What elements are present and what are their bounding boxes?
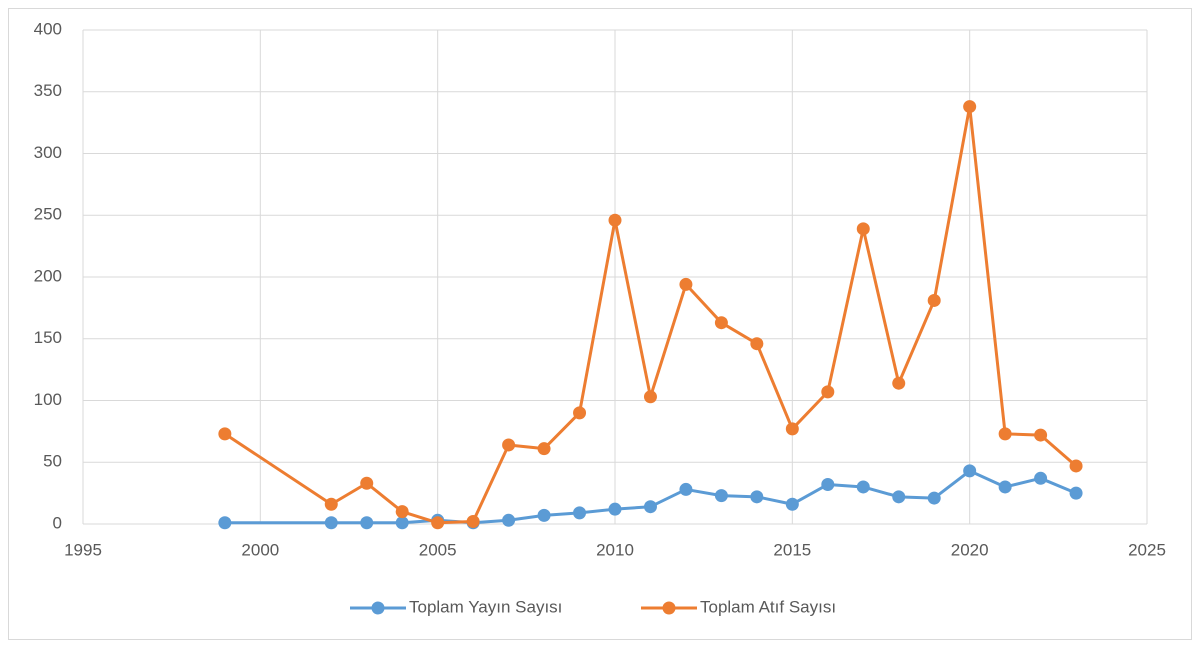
- data-point: [1069, 459, 1083, 473]
- x-tick-label: 2005: [419, 540, 457, 559]
- data-point: [963, 464, 977, 478]
- data-point: [1069, 486, 1083, 500]
- data-point: [573, 506, 587, 520]
- legend-label: Toplam Atıf Sayısı: [700, 597, 836, 616]
- data-point: [573, 406, 587, 420]
- data-point: [502, 438, 516, 452]
- data-point: [324, 516, 338, 530]
- y-tick-label: 250: [34, 205, 62, 224]
- x-tick-label: 2000: [241, 540, 279, 559]
- x-tick-label: 2010: [596, 540, 634, 559]
- data-point: [324, 497, 338, 511]
- legend-label: Toplam Yayın Sayısı: [409, 597, 562, 616]
- data-point: [466, 515, 480, 529]
- x-tick-label: 1995: [64, 540, 102, 559]
- data-point: [927, 293, 941, 307]
- data-point: [750, 337, 764, 351]
- data-point: [643, 390, 657, 404]
- y-tick-label: 400: [34, 19, 62, 38]
- data-point: [821, 477, 835, 491]
- data-point: [750, 490, 764, 504]
- data-point: [821, 385, 835, 399]
- data-point: [502, 513, 516, 527]
- data-point: [963, 100, 977, 114]
- data-point: [856, 222, 870, 236]
- data-point: [785, 497, 799, 511]
- data-point: [218, 427, 232, 441]
- data-point: [892, 376, 906, 390]
- y-tick-label: 100: [34, 390, 62, 409]
- data-point: [537, 442, 551, 456]
- data-point: [856, 480, 870, 494]
- data-point: [218, 516, 232, 530]
- legend-marker: [662, 601, 676, 615]
- data-point: [892, 490, 906, 504]
- x-tick-label: 2020: [951, 540, 989, 559]
- data-point: [360, 516, 374, 530]
- y-tick-label: 300: [34, 143, 62, 162]
- data-point: [998, 427, 1012, 441]
- data-point: [643, 500, 657, 514]
- data-point: [679, 277, 693, 291]
- y-tick-label: 150: [34, 328, 62, 347]
- data-point: [1034, 428, 1048, 442]
- data-point: [608, 213, 622, 227]
- data-point: [1034, 471, 1048, 485]
- data-point: [537, 508, 551, 522]
- data-point: [360, 476, 374, 490]
- legend-marker: [371, 601, 385, 615]
- data-point: [608, 502, 622, 516]
- y-tick-label: 200: [34, 266, 62, 285]
- data-point: [785, 422, 799, 436]
- x-tick-label: 2015: [773, 540, 811, 559]
- data-point: [679, 482, 693, 496]
- y-tick-label: 350: [34, 81, 62, 100]
- y-tick-label: 50: [43, 452, 62, 471]
- x-tick-label: 2025: [1128, 540, 1166, 559]
- data-point: [395, 516, 409, 530]
- data-point: [714, 316, 728, 330]
- data-point: [927, 491, 941, 505]
- data-point: [714, 489, 728, 503]
- y-tick-label: 0: [53, 513, 62, 532]
- data-point: [998, 480, 1012, 494]
- data-point: [431, 516, 445, 530]
- data-point: [395, 505, 409, 519]
